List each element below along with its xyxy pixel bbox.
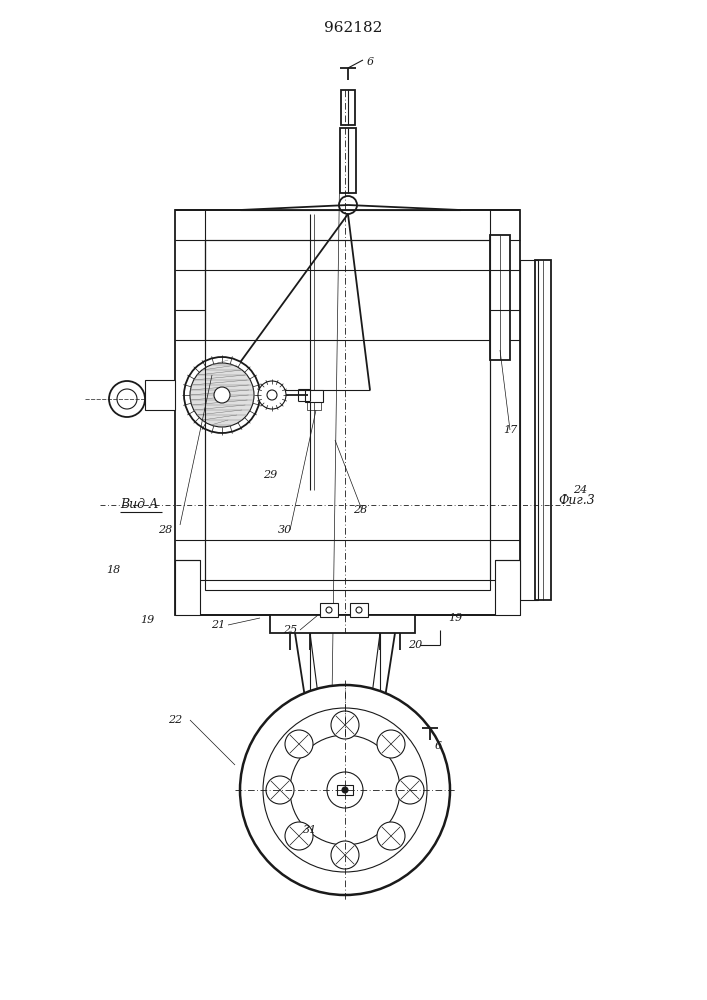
Bar [535,260,551,600]
Text: 19: 19 [140,615,154,625]
Bar [341,90,355,125]
Bar [490,235,510,360]
Circle shape [356,607,362,613]
Text: Фиг.3: Фиг.3 [558,493,595,506]
Circle shape [267,390,277,400]
Text: 25: 25 [283,625,297,635]
Circle shape [190,363,254,427]
Text: 962182: 962182 [324,21,382,35]
Text: 30: 30 [278,525,292,535]
Circle shape [266,776,294,804]
Bar [350,603,368,617]
Circle shape [327,772,363,808]
Circle shape [331,841,359,869]
Bar [145,380,175,410]
Bar [520,260,538,600]
Text: 21: 21 [211,620,225,630]
Circle shape [377,730,405,758]
Text: 6: 6 [435,741,442,751]
Circle shape [342,787,348,793]
Bar [175,210,520,615]
Circle shape [214,387,230,403]
Text: 19: 19 [448,613,462,623]
Bar [320,603,338,617]
Bar [340,128,356,193]
Bar [175,560,200,615]
Circle shape [240,685,450,895]
Text: 28: 28 [353,505,367,515]
Bar [305,390,323,402]
Text: 6: 6 [366,57,373,67]
Circle shape [396,776,424,804]
Text: 29: 29 [263,470,277,480]
Text: 18: 18 [106,565,120,575]
Circle shape [285,730,313,758]
Bar [307,402,321,410]
Bar [495,560,520,615]
Text: 20: 20 [408,640,422,650]
Circle shape [326,607,332,613]
Bar [337,785,353,795]
Text: 17: 17 [503,425,517,435]
Circle shape [258,381,286,409]
Text: 28: 28 [158,525,172,535]
Bar [270,615,415,633]
Circle shape [184,357,260,433]
Text: 24: 24 [573,485,587,495]
Circle shape [117,389,137,409]
Circle shape [109,381,145,417]
Circle shape [331,711,359,739]
Bar [205,240,490,590]
Text: 22: 22 [168,715,182,725]
Circle shape [285,822,313,850]
Circle shape [377,822,405,850]
Circle shape [339,196,357,214]
Text: Вид А: Вид А [120,498,158,512]
Text: 31: 31 [303,825,317,835]
